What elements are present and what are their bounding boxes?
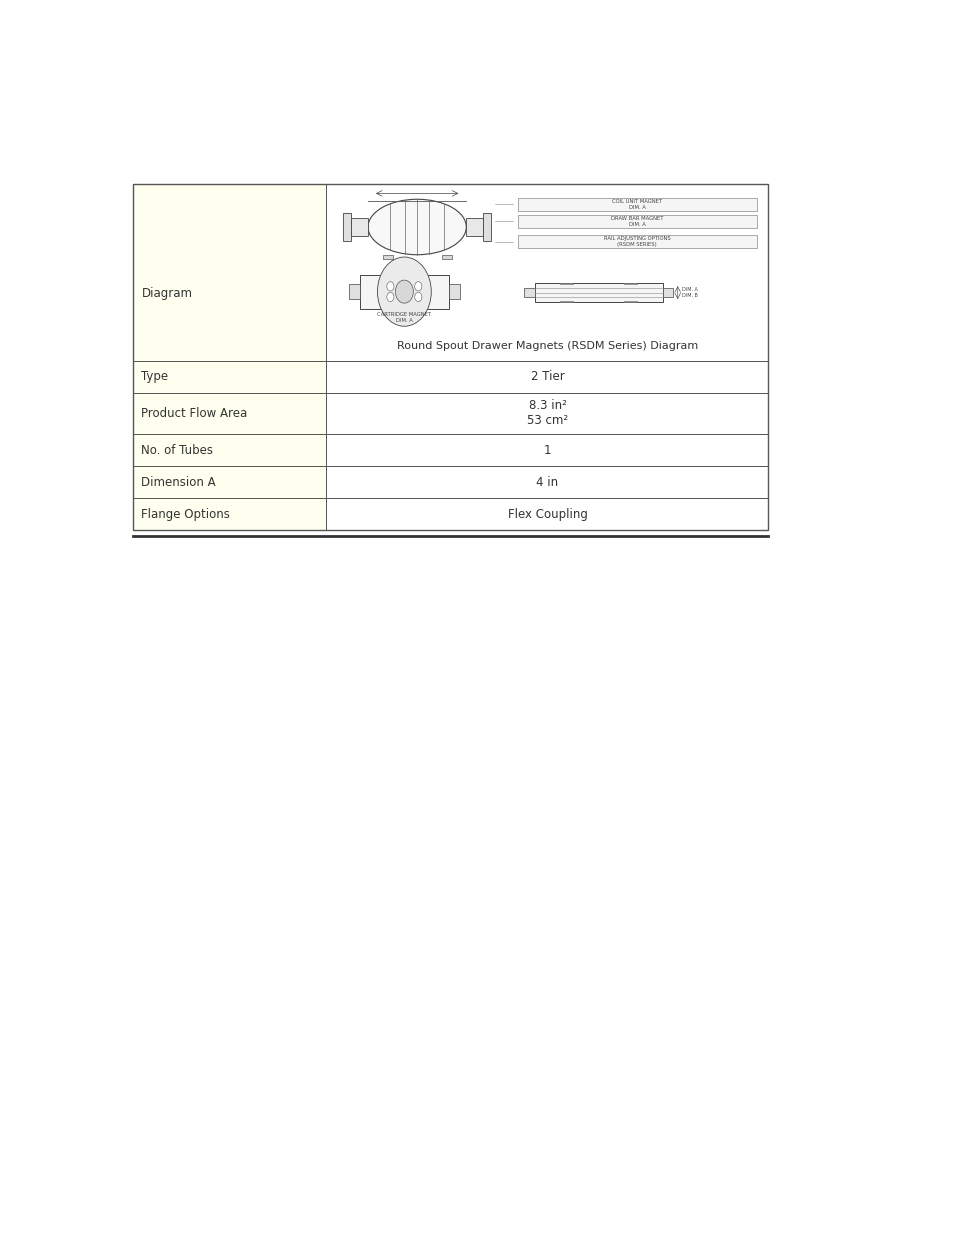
Bar [534,283,662,303]
Circle shape [415,282,421,291]
Text: Diagram: Diagram [141,287,193,300]
Text: RAIL ADJUSTING OPTIONS
(RSDM SERIES): RAIL ADJUSTING OPTIONS (RSDM SERIES) [603,236,670,247]
Circle shape [377,257,431,326]
Bar [326,499,767,531]
Bar [326,467,767,499]
Bar [132,499,326,531]
Bar [483,214,491,241]
Bar [351,217,368,236]
Text: Type: Type [141,370,169,383]
Bar [359,274,449,309]
Bar [132,467,326,499]
Bar [662,288,673,296]
Bar [449,284,459,299]
Bar [382,254,393,259]
Bar [517,198,756,211]
Text: DRAW BAR MAGNET
DIM. A: DRAW BAR MAGNET DIM. A [610,216,662,226]
Bar [326,361,767,393]
Bar [132,393,326,435]
Text: No. of Tubes: No. of Tubes [141,443,213,457]
Bar [349,284,359,299]
Text: Product Flow Area: Product Flow Area [141,408,248,420]
Bar [441,254,452,259]
Ellipse shape [368,199,466,254]
Circle shape [386,293,394,301]
Text: 1: 1 [543,443,551,457]
Text: 8.3 in²
53 cm²: 8.3 in² 53 cm² [526,399,567,427]
Text: Flex Coupling: Flex Coupling [507,508,587,521]
Text: Round Spout Drawer Magnets (RSDM Series) Diagram: Round Spout Drawer Magnets (RSDM Series)… [396,341,698,351]
Text: CARTRIDGE MAGNET
DIM. A: CARTRIDGE MAGNET DIM. A [376,311,431,322]
Bar [326,435,767,467]
Bar [517,215,756,227]
Bar [132,184,767,531]
Circle shape [386,282,394,291]
Bar [517,235,756,248]
Bar [523,288,534,296]
Text: COIL UNIT MAGNET
DIM. A: COIL UNIT MAGNET DIM. A [612,199,661,210]
Bar [466,217,483,236]
Circle shape [395,280,413,303]
Bar [132,361,326,393]
Text: Flange Options: Flange Options [141,508,230,521]
Bar [343,214,351,241]
Text: 2 Tier: 2 Tier [530,370,564,383]
Text: Dimension A: Dimension A [141,475,215,489]
Text: 4 in: 4 in [536,475,558,489]
Text: DIM. A
DIM. B: DIM. A DIM. B [681,288,698,298]
Bar [326,393,767,435]
Bar [132,184,326,361]
Bar [326,184,767,361]
Bar [132,435,326,467]
Circle shape [415,293,421,301]
